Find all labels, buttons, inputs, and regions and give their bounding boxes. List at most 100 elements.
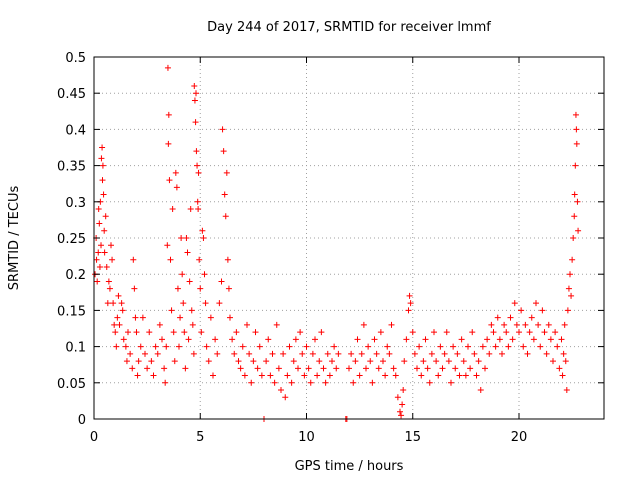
y-tick-label: 0.25 (57, 232, 86, 247)
data-point (301, 372, 308, 379)
data-point (331, 343, 338, 350)
y-tick-label: 0.4 (65, 123, 86, 138)
data-point (469, 329, 476, 336)
data-point (178, 235, 185, 241)
data-point (127, 350, 134, 357)
data-point (171, 358, 178, 365)
data-point (252, 329, 259, 336)
data-point (119, 307, 126, 314)
y-tick-label: 0.2 (65, 268, 86, 283)
data-point (520, 343, 527, 350)
data-point (267, 372, 274, 379)
data-point (179, 271, 186, 278)
data-point (191, 97, 198, 104)
data-point (477, 387, 484, 394)
data-point (473, 372, 480, 379)
y-tick-label: 0.5 (65, 51, 86, 66)
data-point (198, 329, 205, 336)
data-point (324, 350, 331, 357)
data-point (225, 285, 232, 292)
data-point (386, 350, 393, 357)
data-point (411, 350, 418, 357)
data-point (203, 343, 210, 350)
data-point (99, 144, 106, 151)
data-point (102, 213, 109, 220)
data-point (288, 379, 295, 386)
data-point (528, 314, 535, 321)
data-point (216, 300, 223, 307)
data-point (394, 394, 401, 401)
data-point (182, 365, 189, 372)
data-point (229, 336, 236, 343)
data-point (164, 64, 171, 71)
data-point (191, 82, 198, 89)
data-point (167, 256, 174, 263)
data-point (170, 329, 177, 336)
data-point (130, 256, 137, 263)
data-point (105, 278, 112, 285)
data-point (535, 321, 542, 328)
data-point (111, 321, 118, 328)
data-point (210, 372, 216, 379)
data-point (99, 177, 106, 184)
data-point (329, 358, 335, 365)
data-point (445, 358, 452, 365)
data-point (150, 372, 157, 379)
data-point (380, 358, 386, 365)
y-tick-label: 0.45 (57, 87, 86, 102)
data-point (284, 372, 291, 379)
y-ticks: 0 0.05 0.1 0.15 0.2 0.25 0.3 0.35 0.4 0.45 0.5 (57, 51, 604, 428)
data-point (146, 329, 153, 336)
data-point (448, 379, 454, 386)
data-point (384, 343, 391, 350)
x-tick-label: 20 (511, 430, 528, 445)
data-point (120, 336, 127, 343)
data-point (159, 336, 165, 343)
data-point (488, 321, 495, 328)
data-point (295, 365, 301, 372)
data-point (250, 358, 257, 365)
data-point (129, 365, 136, 372)
data-point (94, 278, 101, 285)
data-point (95, 249, 102, 256)
data-point (501, 321, 508, 328)
data-point (358, 350, 365, 357)
data-point (187, 206, 194, 213)
data-point (148, 358, 155, 365)
data-point (558, 336, 565, 343)
data-point (570, 235, 577, 241)
data-point (165, 140, 172, 147)
data-point (98, 242, 105, 249)
data-point (258, 372, 265, 379)
data-point (435, 372, 442, 379)
data-point (426, 379, 433, 386)
data-point (541, 329, 548, 336)
data-point (164, 242, 171, 249)
data-point (409, 329, 416, 336)
data-point (297, 329, 304, 336)
data-point (227, 314, 233, 321)
data-point (123, 358, 130, 365)
chart-title: Day 244 of 2017, SRMTID for receiver lmm… (207, 20, 491, 35)
data-point (513, 321, 520, 328)
data-point (456, 372, 463, 379)
data-point (265, 336, 272, 343)
x-tick-label: 5 (196, 430, 204, 445)
data-point (133, 329, 140, 336)
x-ticks: 0 5 10 15 20 (90, 57, 527, 445)
data-point (122, 343, 129, 350)
data-point (137, 343, 144, 350)
data-point (397, 408, 403, 415)
data-point (414, 365, 420, 372)
data-point (166, 177, 173, 184)
data-point (505, 343, 512, 350)
data-point (292, 336, 299, 343)
data-point (162, 379, 169, 386)
data-point (205, 358, 212, 365)
data-point (556, 365, 563, 372)
data-point (560, 350, 567, 357)
data-point (282, 394, 289, 401)
data-point (507, 314, 514, 321)
y-tick-label: 0 (78, 413, 86, 428)
data-point (424, 365, 431, 372)
